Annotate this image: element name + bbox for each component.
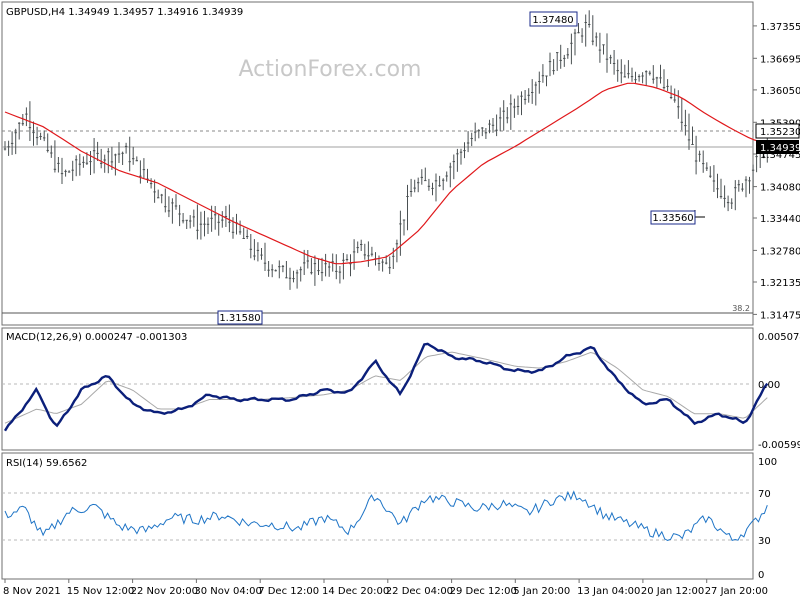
time-tick-label: 15 Nov 12:00	[67, 586, 134, 597]
rsi-panel-frame	[1, 452, 754, 580]
annotation-fib: 1.31580	[217, 310, 263, 325]
annotation-low-label: 1.33560	[652, 213, 693, 224]
price-highlight-resistance: 1.35230	[755, 123, 800, 139]
rsi-line	[4, 490, 768, 542]
candle-group	[3, 10, 769, 290]
time-tick-label: 22 Nov 20:00	[131, 586, 198, 597]
rsi-label-70: 70	[758, 489, 771, 500]
price-tick-label: 1.36695	[760, 54, 800, 65]
price-tick-label: 1.34080	[760, 183, 800, 194]
macd-line	[3, 342, 769, 432]
macd-label-zero: 0.00	[758, 380, 780, 391]
time-tick-label: 13 Jan 04:00	[577, 586, 640, 597]
macd-panel-frame	[1, 327, 754, 451]
rsi-label-30: 30	[758, 536, 771, 547]
price-panel-frame	[1, 1, 754, 326]
price-highlight-resistance-label: 1.35230	[760, 127, 800, 138]
annotation-high: 1.37480	[529, 11, 578, 27]
moving-average-line	[4, 82, 768, 265]
price-highlight-current-label: 1.34939	[760, 143, 800, 154]
time-tick-label: 22 Dec 04:00	[386, 586, 453, 597]
time-tick-label: 7 Dec 12:00	[258, 586, 319, 597]
time-tick-label: 5 Jan 20:00	[513, 586, 570, 597]
price-tick-label: 1.37355	[760, 22, 800, 33]
annotation-fib-label: 1.31580	[219, 313, 260, 324]
price-tick-label: 1.36050	[760, 86, 800, 97]
price-tick-label: 1.32780	[760, 246, 800, 257]
annotation-high-label: 1.37480	[532, 15, 573, 26]
time-tick-label: 27 Jan 20:00	[705, 586, 768, 597]
macd-label-top: 0.005074	[758, 332, 800, 343]
rsi-label-0: 0	[758, 570, 764, 581]
fib-38-label: 38.2	[732, 304, 750, 313]
price-tick-label: 1.33440	[760, 214, 800, 225]
annotation-low: 1.33560	[650, 210, 705, 225]
macd-panel-header: MACD(12,26,9) 0.000247 -0.001303	[6, 332, 187, 343]
rsi-label-100: 100	[758, 457, 777, 468]
price-panel-header: GBPUSD,H4 1.34949 1.34957 1.34916 1.3493…	[6, 7, 243, 18]
macd-label-bottom: -0.005999	[758, 440, 800, 451]
time-tick-label: 20 Jan 12:00	[641, 586, 704, 597]
rsi-panel-header: RSI(14) 59.6562	[6, 458, 87, 469]
watermark: ActionForex.com	[239, 57, 422, 82]
time-tick-label: 14 Dec 20:00	[322, 586, 389, 597]
time-tick-label: 29 Dec 12:00	[450, 586, 517, 597]
price-tick-label: 1.34745	[760, 150, 800, 161]
time-tick-label: 8 Nov 2021	[3, 586, 61, 597]
price-highlight-current: 1.34939	[756, 140, 800, 154]
price-tick-label: 1.31475	[760, 310, 800, 321]
time-tick-label: 30 Nov 04:00	[194, 586, 261, 597]
price-tick-label: 1.32135	[760, 278, 800, 289]
